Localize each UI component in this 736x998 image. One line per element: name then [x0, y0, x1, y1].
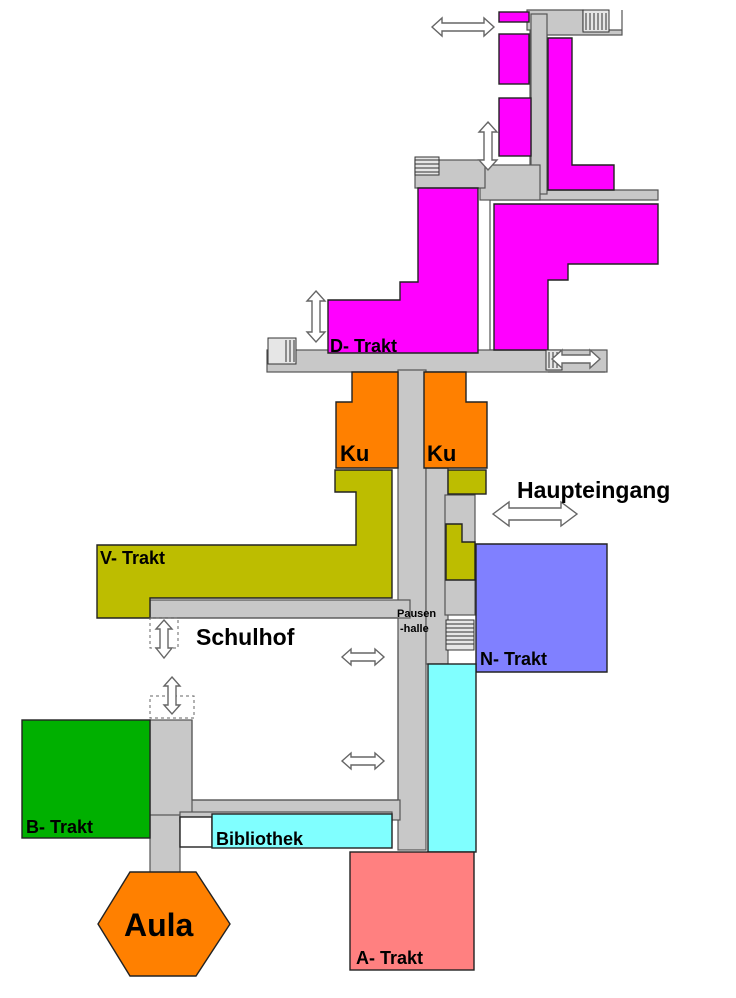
b-trakt-label: B- Trakt [26, 817, 93, 837]
ku-right-label: Ku [427, 441, 456, 466]
v-trakt-room [96, 469, 393, 619]
corridors [149, 9, 659, 876]
d-trakt-room-mid [498, 97, 532, 157]
bibliothek[interactable]: Bibliothek [179, 813, 393, 849]
stairs-d-west [414, 156, 440, 176]
n-trakt-room [475, 543, 608, 673]
aula-hexagon [97, 871, 231, 977]
ku-left-room[interactable] [335, 371, 399, 469]
b-trakt-room [21, 719, 151, 839]
arrow-schulhof-1[interactable] [340, 647, 386, 667]
a-trakt-cyan-block [427, 663, 477, 853]
d-trakt-room-west-block [327, 187, 479, 354]
arrow-d-stairs-vertical[interactable] [477, 120, 499, 172]
courtyard-outline [150, 371, 605, 801]
v-trakt-label: V- Trakt [100, 548, 165, 568]
ku-rooms: Ku Ku [335, 371, 488, 469]
n-trakt-label: N- Trakt [480, 649, 547, 669]
d-trakt-room-top [498, 33, 530, 85]
n-trakt[interactable]: N- Trakt [475, 543, 608, 673]
ku-right-room[interactable] [423, 371, 488, 469]
corridor-d-cross [479, 164, 541, 201]
b-trakt[interactable]: B- Trakt [21, 719, 151, 839]
aula[interactable]: Aula [97, 871, 231, 977]
arrow-v-trakt-exit[interactable] [149, 617, 179, 660]
arrow-top-exit[interactable] [430, 16, 496, 38]
haupteingang-label: Haupteingang [517, 477, 670, 503]
arrow-d-southeast-exit[interactable] [550, 348, 602, 370]
bibliothek-label: Bibliothek [216, 829, 304, 849]
stairs-pausenhalle [445, 619, 475, 651]
v-trakt-room-entrance-1 [447, 469, 487, 495]
arrow-schulhof-2[interactable] [340, 751, 386, 771]
schulhof-label: Schulhof [196, 624, 295, 650]
d-trakt-room-east-block [493, 203, 659, 351]
stairs-d-southwest [267, 337, 297, 365]
a-trakt-label: A- Trakt [356, 948, 423, 968]
aula-label: Aula [124, 907, 194, 943]
corridor-aula-link [149, 814, 181, 876]
arrow-b-trakt-exit[interactable] [149, 675, 195, 719]
a-trakt-room [349, 851, 475, 971]
a-trakt[interactable]: A- Trakt [349, 663, 477, 971]
pausenhalle-label-line2: -halle [400, 623, 429, 635]
corridor-b-link [149, 719, 193, 821]
arrow-d-southwest-vertical[interactable] [305, 289, 327, 344]
bibliothek-room [211, 813, 393, 849]
pausenhalle-label-line1: Pausen [397, 608, 436, 620]
d-trakt-room-east-strip [547, 37, 615, 191]
v-trakt-room-entrance-2 [445, 523, 476, 581]
bibliothek-annex [179, 816, 213, 848]
stairs-north-top [582, 9, 610, 33]
d-trakt[interactable]: D- Trakt [327, 11, 659, 356]
v-trakt[interactable]: V- Trakt [96, 469, 487, 619]
arrow-haupteingang[interactable] [491, 500, 579, 528]
corridor-west [149, 599, 411, 619]
d-trakt-label: D- Trakt [330, 336, 397, 356]
ku-left-label: Ku [340, 441, 369, 466]
d-trakt-room-top-small [498, 11, 530, 23]
